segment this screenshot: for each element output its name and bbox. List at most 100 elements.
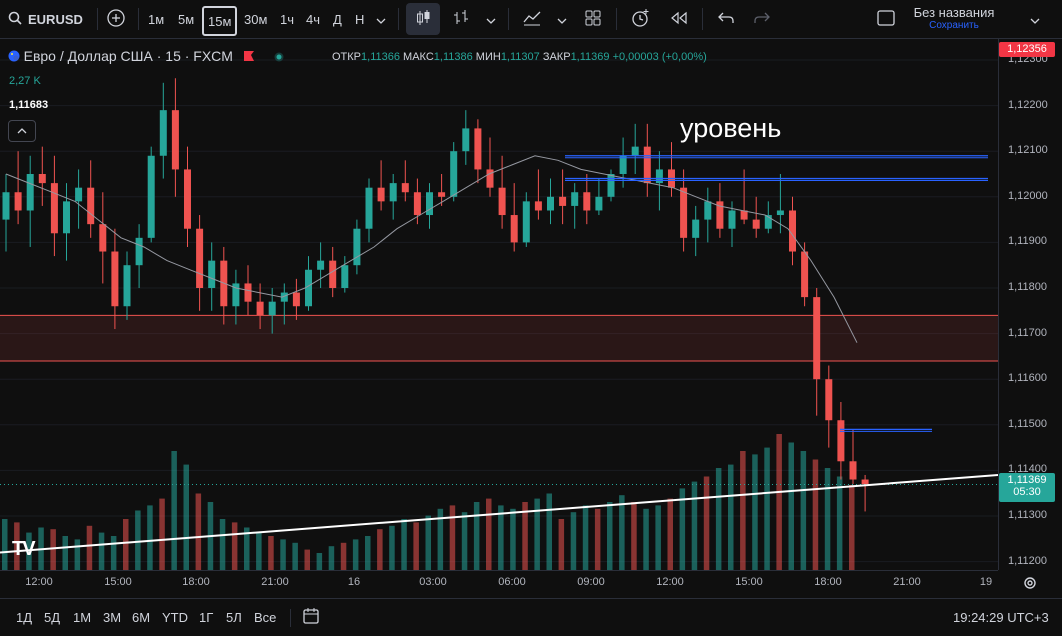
current-price-tag: 1,11369 05:30	[999, 473, 1055, 502]
price-axis-label: 1,12000	[1008, 189, 1048, 202]
symbol-name: EURUSD	[28, 11, 83, 27]
volume-bar	[98, 532, 105, 570]
candle-body	[14, 192, 22, 211]
volume-bar	[522, 502, 528, 570]
replay-button[interactable]	[670, 0, 688, 38]
volume-bar	[679, 488, 686, 570]
volume-bar	[231, 522, 238, 570]
alert-button[interactable]	[630, 0, 650, 38]
volume-bar	[123, 519, 129, 570]
undo-icon	[717, 11, 735, 28]
bottom-toolbar: 1Д 5Д 1М 3М 6М YTD 1Г 5Л Все 19:24:29 UT…	[0, 598, 1062, 636]
volume-bar	[776, 434, 782, 570]
volume-bar	[425, 515, 431, 570]
volume-bar	[655, 505, 661, 570]
candle-body	[861, 479, 869, 485]
timeframe-5m[interactable]: 5м	[178, 11, 195, 27]
collapse-legend-button[interactable]	[8, 120, 36, 142]
range-5d[interactable]: 5Д	[44, 610, 61, 625]
candle-body	[159, 110, 167, 156]
indicators-button[interactable]	[522, 0, 542, 38]
timeframe-30m[interactable]: 30м	[244, 11, 268, 27]
timeframe-day[interactable]: Д	[333, 11, 342, 27]
price-axis-label: 1,11800	[1008, 281, 1047, 293]
timeframe-15m[interactable]: 15м	[202, 6, 238, 36]
range-6m[interactable]: 6М	[132, 610, 151, 625]
price-axis-label: 1,12100	[1008, 144, 1048, 157]
price-axis-label: 1,11400	[1008, 463, 1047, 476]
level-annotation[interactable]: уровень	[680, 113, 782, 143]
range-5y[interactable]: 5Л	[226, 610, 242, 625]
candle-body	[123, 265, 131, 307]
candle-body	[595, 196, 603, 211]
timeframe-4h[interactable]: 4ч	[306, 11, 321, 27]
layouts-button[interactable]	[584, 0, 602, 38]
candle-body	[704, 201, 712, 220]
indicators-menu-button[interactable]	[557, 0, 567, 38]
add-symbol-button[interactable]	[104, 0, 128, 38]
range-3m[interactable]: 3М	[103, 610, 122, 625]
price-axis-label: 1,11200	[1008, 554, 1047, 567]
candle-body	[522, 201, 530, 243]
timeframe-1h[interactable]: 1ч	[280, 11, 295, 27]
go-to-date-button[interactable]	[302, 599, 320, 636]
candle-body	[474, 128, 482, 170]
volume-bar	[147, 505, 153, 570]
tradingview-logo[interactable]: TV	[12, 538, 36, 560]
flag-icon[interactable]	[243, 50, 255, 65]
candles-chart-type-button[interactable]	[406, 3, 440, 35]
undo-button[interactable]	[717, 0, 735, 38]
bar-chart-type-button[interactable]	[452, 0, 470, 38]
price-chart[interactable]	[0, 39, 998, 570]
volume-bar	[352, 539, 359, 570]
open-value: 1,11366	[361, 51, 400, 63]
resistance-zone	[0, 315, 998, 361]
volume-bar	[304, 549, 310, 570]
symbol-search[interactable]: EURUSD	[8, 0, 83, 38]
candle-body	[280, 292, 288, 302]
chart-type-menu-button[interactable]	[486, 0, 496, 38]
candle-body	[716, 201, 724, 229]
gear-icon	[1022, 577, 1038, 595]
market-status-icon	[274, 50, 284, 65]
redo-button[interactable]	[753, 0, 771, 38]
range-1d[interactable]: 1Д	[16, 610, 33, 625]
chevron-up-icon	[17, 125, 27, 137]
volume-bar	[256, 532, 262, 570]
volume-bar	[824, 468, 831, 570]
candle-body	[147, 155, 155, 238]
chart-legend: Евро / Доллар США · 15 · FXCM	[8, 48, 284, 65]
search-icon	[8, 11, 22, 28]
candle-body	[813, 297, 821, 380]
rewind-icon	[670, 11, 688, 28]
chart-settings-button[interactable]	[1022, 575, 1038, 596]
range-1y[interactable]: 1Г	[199, 610, 214, 625]
candle-body	[341, 265, 349, 288]
range-ytd[interactable]: YTD	[162, 610, 188, 625]
timeframe-week[interactable]: Н	[355, 11, 365, 27]
candle-body	[75, 187, 83, 202]
time-axis[interactable]	[0, 570, 998, 598]
candle-body	[450, 151, 458, 197]
volume-bar	[365, 536, 371, 570]
candle-body	[607, 174, 615, 197]
volume-bar	[849, 485, 855, 570]
range-1m[interactable]: 1М	[73, 610, 92, 625]
layout-menu-button[interactable]	[1030, 0, 1040, 38]
timeframes-menu-button[interactable]	[376, 0, 386, 38]
range-all[interactable]: Все	[254, 610, 277, 625]
volume-bar	[703, 476, 710, 570]
candle-body	[837, 420, 845, 462]
candle-body	[232, 283, 240, 307]
layout-save-toggle[interactable]	[876, 0, 896, 38]
layout-name-block[interactable]: Без названия Сохранить	[902, 5, 1006, 31]
volume-bar	[62, 536, 68, 570]
timezone-clock[interactable]: 19:24:29 UTC+3	[953, 610, 1049, 625]
candle-body	[377, 187, 385, 202]
candle-body	[135, 237, 143, 266]
volume-bar	[449, 505, 456, 570]
volume-bar	[328, 546, 335, 570]
candle-body	[353, 228, 361, 266]
timeframe-1m[interactable]: 1м	[148, 11, 165, 27]
symbol-title[interactable]: Евро / Доллар США · 15 · FXCM	[23, 48, 233, 64]
